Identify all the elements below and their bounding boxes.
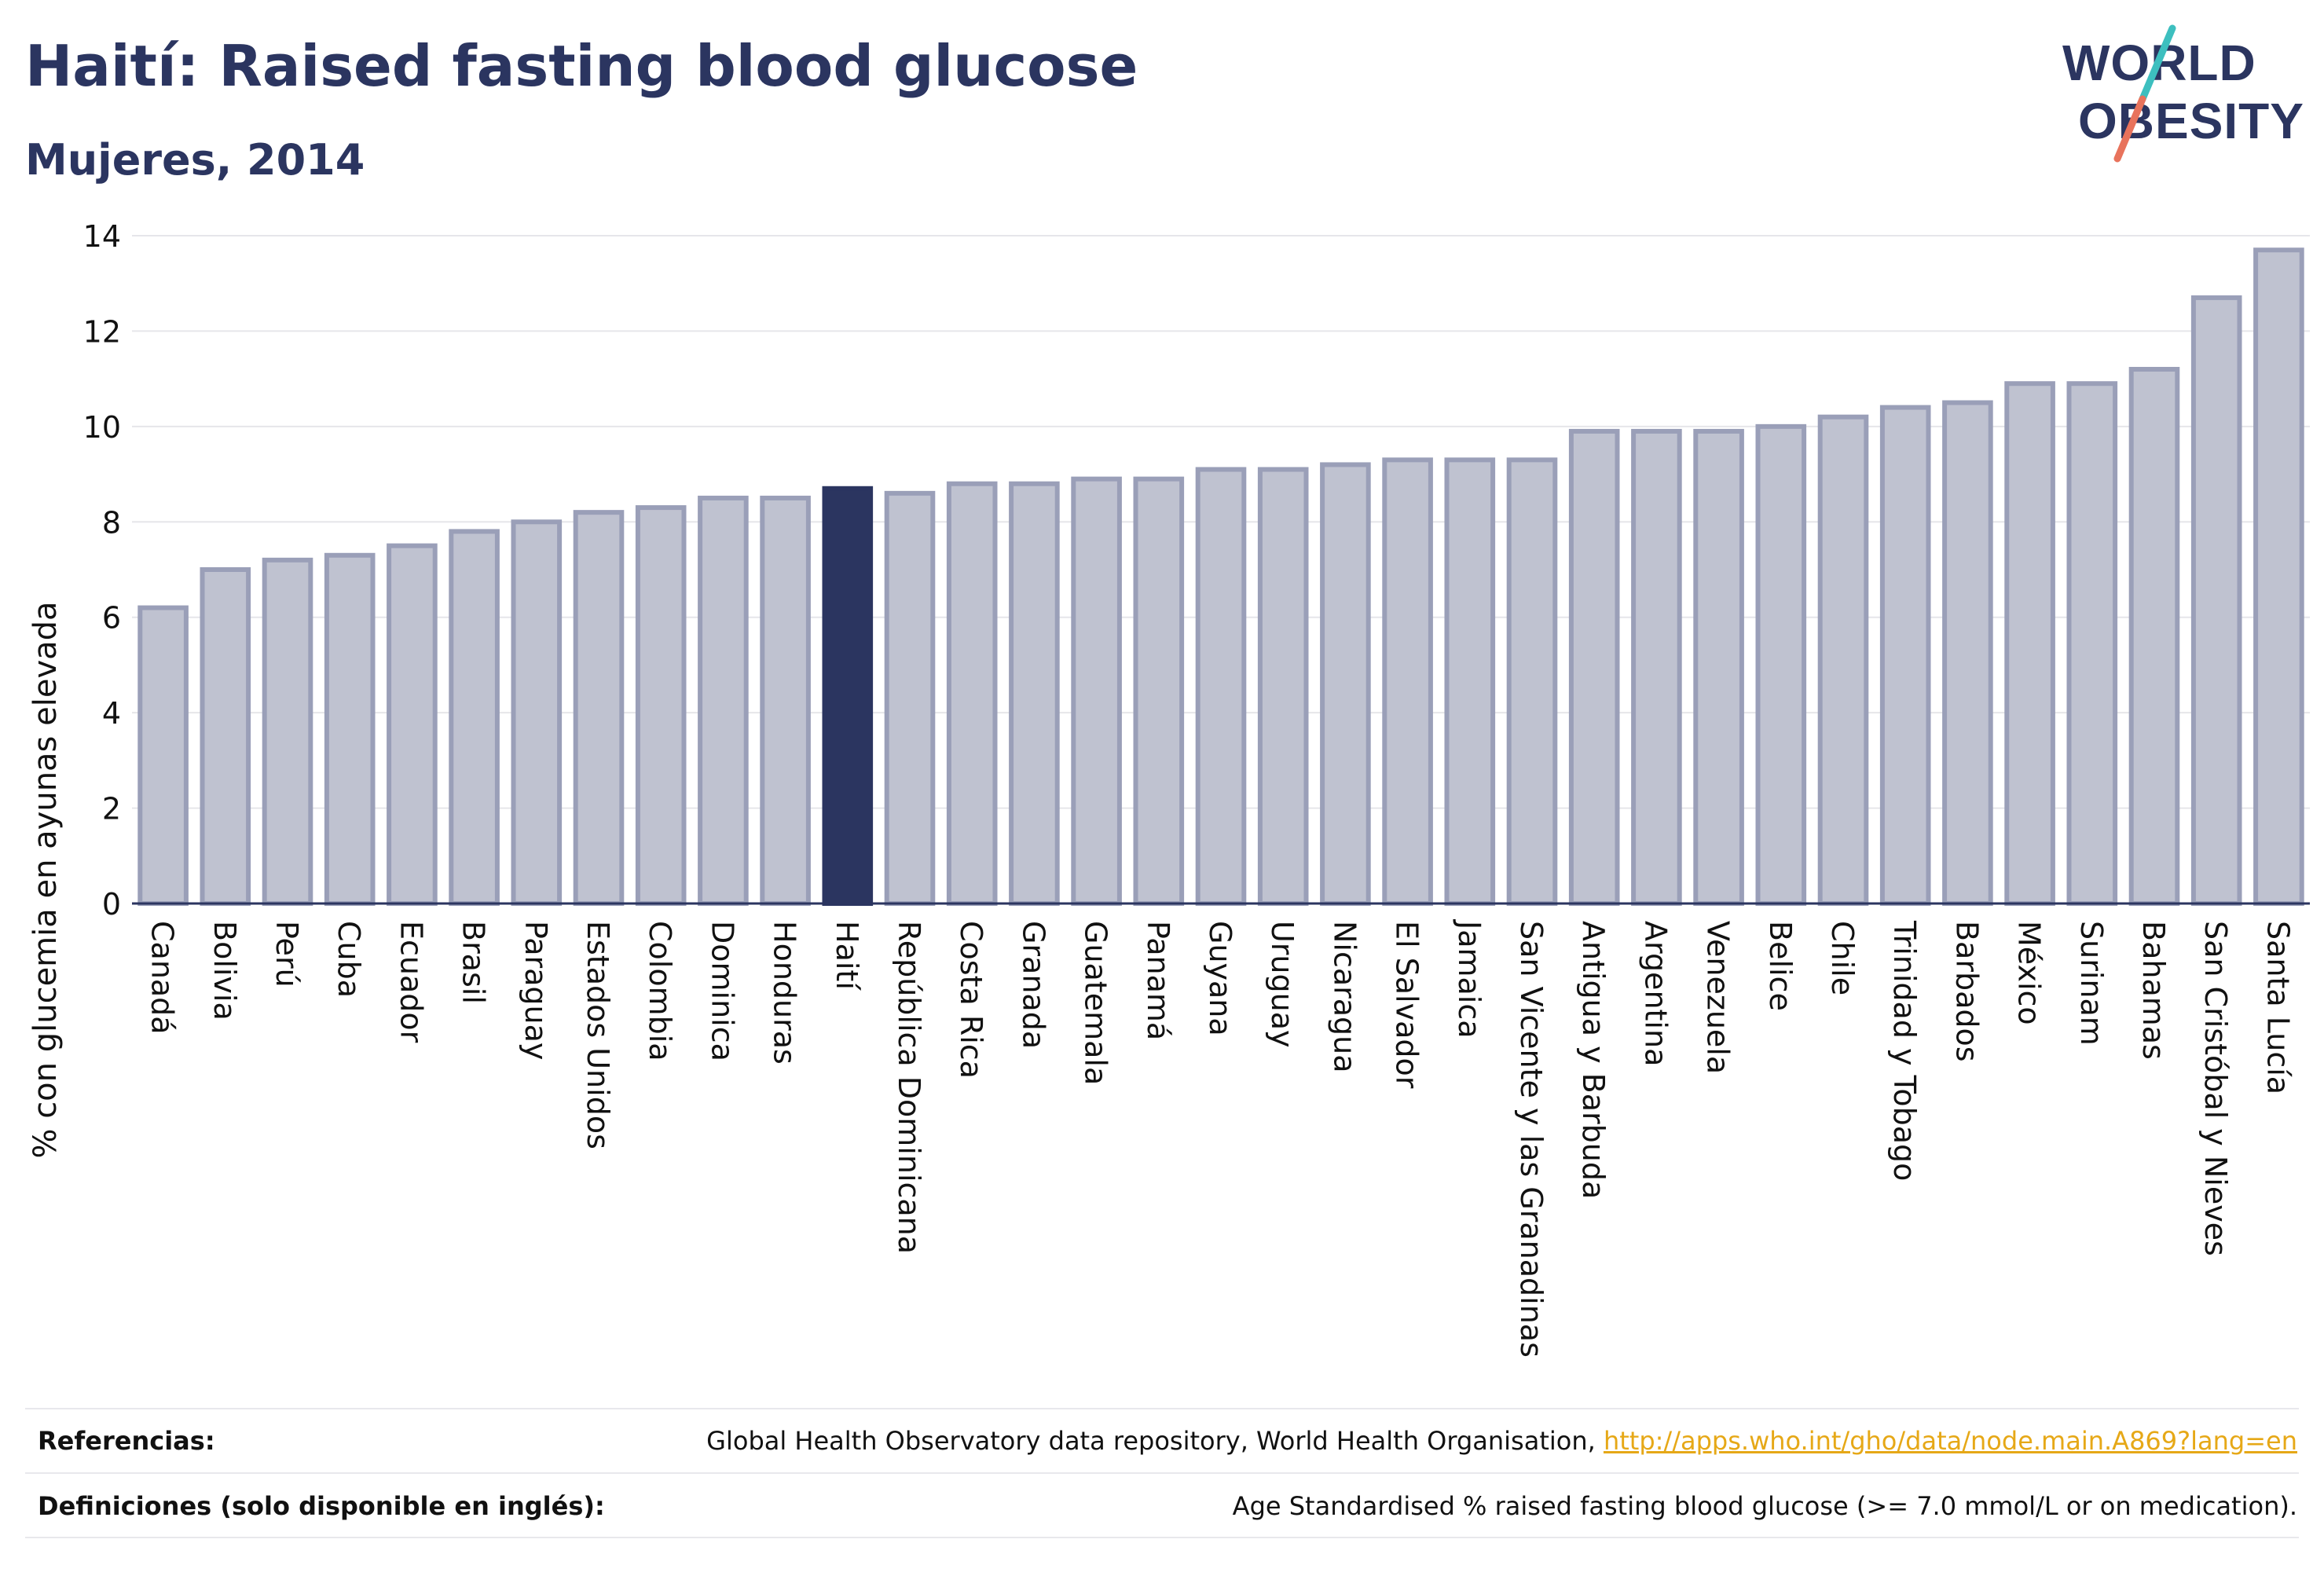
bar-ecuador xyxy=(387,543,438,907)
bar-argentina xyxy=(1631,428,1682,906)
bar-surinam xyxy=(2066,381,2118,906)
x-tick-label: Surinam xyxy=(2074,921,2109,1046)
y-tick-labels: 0 2 4 6 8 10 12 14 xyxy=(83,219,121,922)
bar-bahamas xyxy=(2128,367,2180,906)
footer-divider-bottom xyxy=(25,1537,2299,1538)
y-tick-label: 0 xyxy=(102,887,121,922)
y-tick-label: 8 xyxy=(102,505,121,540)
logo-slash-bottom xyxy=(2113,95,2146,163)
x-tick-label: Brasil xyxy=(456,921,491,1004)
x-tick-label: Costa Rica xyxy=(954,921,988,1079)
bar-el-salvador xyxy=(1382,457,1433,906)
bar-brasil xyxy=(449,529,500,907)
bar-honduras xyxy=(760,495,811,906)
bar-chile xyxy=(1817,414,1869,906)
bar-costa-rica xyxy=(946,481,998,906)
x-tick-label: Panamá xyxy=(1141,921,1175,1040)
bar-santa-lucía xyxy=(2253,247,2304,906)
footer-divider-middle xyxy=(25,1472,2299,1474)
x-tick-label: Perú xyxy=(269,921,304,988)
x-tick-label: Haití xyxy=(830,921,864,991)
x-tick-label: México xyxy=(2012,921,2047,1025)
x-tick-label: Santa Lucía xyxy=(2260,921,2295,1094)
x-tick-label: San Vicente y las Granadinas xyxy=(1514,921,1549,1358)
logo-slash-top xyxy=(2139,24,2176,103)
bar-chart: 0 2 4 6 8 10 12 14 Canadá Bolivia Perú Cuba Ecuador… xyxy=(83,219,2310,1358)
chart-subtitle: Mujeres, 2014 xyxy=(25,135,365,185)
references-value: Global Health Observatory data repositor… xyxy=(706,1426,2297,1456)
bar-estados-unidos xyxy=(573,510,625,907)
x-tick-label: Estados Unidos xyxy=(581,921,615,1149)
bar-panamá xyxy=(1133,476,1185,906)
bar-san-vicente-y-las-granadinas xyxy=(1506,457,1558,906)
bar-guatemala xyxy=(1071,476,1122,906)
x-tick-label: República Dominicana xyxy=(892,921,926,1254)
bar-trinidad-y-tobago xyxy=(1879,405,1931,906)
x-tick-label: Paraguay xyxy=(519,921,553,1060)
references-label: Referencias: xyxy=(38,1426,215,1456)
bar-república-dominicana xyxy=(884,490,936,906)
bar-canadá xyxy=(137,605,189,906)
x-tick-label: Colombia xyxy=(643,921,677,1061)
bar-paraguay xyxy=(511,519,563,906)
x-tick-label: Nicaragua xyxy=(1327,921,1362,1073)
x-tick-label: Venezuela xyxy=(1701,921,1736,1074)
world-obesity-logo: WORLD OBESITY xyxy=(2062,24,2304,163)
x-tick-label: Bahamas xyxy=(2136,921,2171,1060)
references-text: Global Health Observatory data repositor… xyxy=(706,1426,1604,1456)
x-tick-label: Argentina xyxy=(1638,921,1673,1066)
bar-belice xyxy=(1755,423,1807,906)
x-tick-labels: Canadá Bolivia Perú Cuba Ecuador Brasil Paragu… xyxy=(145,919,2296,1358)
bar-dominica xyxy=(698,495,749,906)
bar-jamaica xyxy=(1444,457,1496,906)
x-tick-label: Chile xyxy=(1825,921,1860,995)
x-tick-label: Ecuador xyxy=(394,921,428,1043)
bar-perú xyxy=(262,557,313,906)
logo-line2: OBESITY xyxy=(2078,93,2304,149)
y-axis-label: % con glucemia en ayunas elevada xyxy=(27,601,64,1159)
bars xyxy=(137,247,2304,907)
x-tick-label: Cuba xyxy=(332,921,366,998)
bar-venezuela xyxy=(1693,428,1744,906)
footer-divider-top xyxy=(25,1408,2299,1409)
x-tick-label: Guatemala xyxy=(1079,921,1113,1085)
bar-colombia xyxy=(635,505,687,906)
x-tick-label: Granada xyxy=(1016,921,1050,1049)
bar-barbados xyxy=(1942,400,1993,906)
y-tick-label: 2 xyxy=(102,792,121,826)
bar-san-cristóbal-y-nieves xyxy=(2190,295,2242,906)
y-tick-label: 10 xyxy=(83,410,121,445)
definitions-label: Definiciones (solo disponible en inglés)… xyxy=(38,1491,605,1521)
x-tick-label: Canadá xyxy=(145,921,180,1035)
x-tick-label: Trinidad y Tobago xyxy=(1887,920,1922,1181)
bar-nicaragua xyxy=(1320,462,1371,906)
chart-title: Haití: Raised fasting blood glucose xyxy=(25,33,1138,99)
y-tick-label: 12 xyxy=(83,314,121,349)
x-tick-label: Jamaica xyxy=(1452,919,1486,1039)
bar-bolivia xyxy=(200,567,251,906)
definitions-text: Age Standardised % raised fasting blood … xyxy=(1232,1491,2297,1521)
bar-cuba xyxy=(324,552,376,906)
bar-haití xyxy=(822,486,874,906)
bar-guyana xyxy=(1195,467,1247,906)
x-tick-label: Bolivia xyxy=(207,921,242,1021)
bar-uruguay xyxy=(1257,467,1309,906)
x-tick-label: Antigua y Barbuda xyxy=(1576,921,1611,1199)
x-tick-label: Uruguay xyxy=(1265,921,1299,1048)
y-tick-label: 6 xyxy=(102,601,121,636)
x-tick-label: Belice xyxy=(1763,921,1798,1011)
bar-antigua-y-barbuda xyxy=(1568,428,1620,906)
references-link[interactable]: http://apps.who.int/gho/data/node.main.A… xyxy=(1603,1426,2297,1456)
x-tick-label: Honduras xyxy=(768,921,802,1065)
x-tick-label: Dominica xyxy=(705,921,739,1061)
x-tick-label: El Salvador xyxy=(1390,921,1424,1089)
y-tick-label: 14 xyxy=(83,219,121,254)
x-tick-label: Guyana xyxy=(1203,921,1237,1036)
y-tick-label: 4 xyxy=(102,696,121,731)
x-tick-label: San Cristóbal y Nieves xyxy=(2198,921,2233,1256)
bar-granada xyxy=(1009,481,1060,906)
bar-méxico xyxy=(2004,381,2055,906)
x-tick-label: Barbados xyxy=(1949,921,1984,1062)
